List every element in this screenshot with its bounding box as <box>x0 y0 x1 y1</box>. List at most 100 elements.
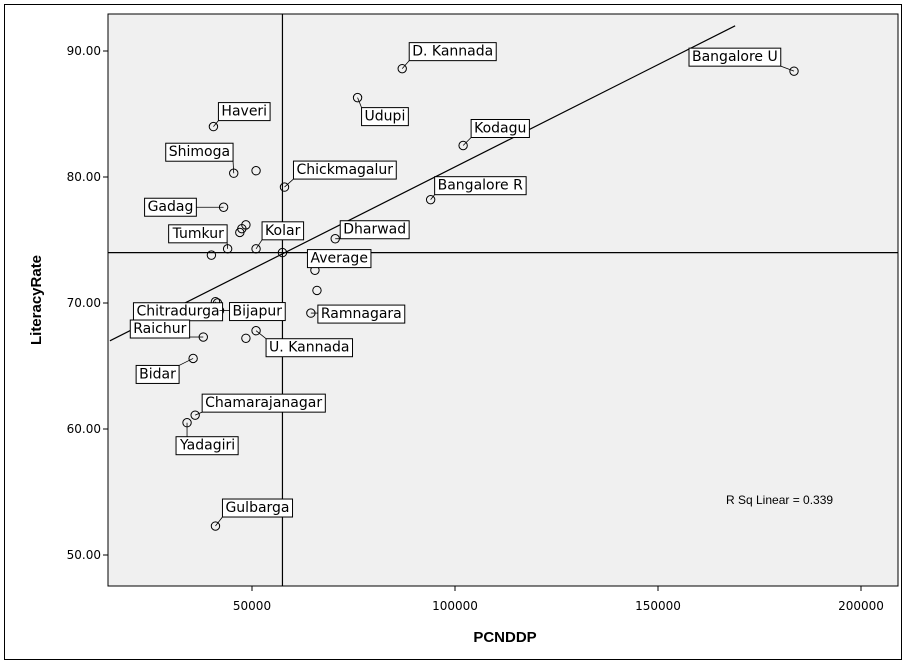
y-axis-ticks: 50.00 60.00 70.00 80.00 90.00 <box>67 44 108 562</box>
label-box <box>175 436 239 456</box>
data-point <box>206 250 217 260</box>
point-label: Raichur <box>129 319 204 339</box>
x-tick-label: 100000 <box>432 599 478 613</box>
label-leader <box>226 242 229 249</box>
label-text: Tumkur <box>172 226 224 242</box>
label-text: Bangalore R <box>438 178 523 194</box>
label-leader <box>195 411 203 416</box>
data-point <box>279 182 290 192</box>
point-label: Haveri <box>213 102 271 127</box>
x-tick-label: 150000 <box>635 599 681 613</box>
label-leader <box>213 120 219 127</box>
r-squared-annotation: R Sq Linear = 0.339 <box>726 493 833 507</box>
label-leader <box>780 65 795 72</box>
y-tick-label: 60.00 <box>67 422 101 436</box>
label-text: Yadagiri <box>179 438 235 454</box>
label-text: Gulbarga <box>225 500 289 516</box>
label-text: Average <box>310 251 368 267</box>
label-box <box>317 304 406 324</box>
label-box <box>201 393 326 413</box>
y-tick-label: 90.00 <box>67 44 101 58</box>
label-box <box>292 160 397 180</box>
point-label: Yadagiri <box>175 422 239 456</box>
data-point <box>210 521 221 531</box>
label-leader <box>255 239 263 250</box>
point-label: Average <box>282 249 372 269</box>
label-leader <box>255 330 267 340</box>
label-box <box>339 220 410 240</box>
label-box <box>361 107 409 127</box>
label-text: U. Kannada <box>269 340 349 356</box>
point-label: Chickmagalur <box>284 160 397 188</box>
data-point <box>251 244 261 254</box>
point-label: Dharwad <box>335 220 410 240</box>
label-leader <box>178 358 194 366</box>
point-label: Tumkur <box>168 224 229 249</box>
point-label: Kolar <box>255 221 305 250</box>
fit-line-group <box>109 25 736 342</box>
point-label: U. Kannada <box>255 330 354 358</box>
label-box <box>221 498 294 518</box>
point-label: Chamarajanagar <box>195 393 326 416</box>
point-label: Udupi <box>357 97 409 127</box>
label-text: Chitradurga <box>136 304 219 320</box>
label-leader <box>357 97 362 108</box>
point-label: Bangalore U <box>688 47 795 72</box>
label-text: Dharwad <box>343 222 406 238</box>
y-tick-label: 80.00 <box>67 170 101 184</box>
label-box <box>165 142 234 162</box>
data-point <box>352 92 363 103</box>
label-box <box>261 221 305 241</box>
point-label: Bijapur <box>219 302 286 322</box>
point-label: D. Kannada <box>401 42 497 69</box>
label-text: Bidar <box>139 366 176 382</box>
label-leader <box>462 137 472 146</box>
label-box <box>434 176 527 196</box>
point-labels: D. Kannada Bangalore U Udupi Haveri Kodagu Sh… <box>129 42 795 527</box>
data-point <box>312 285 322 296</box>
data-point <box>789 66 799 76</box>
label-box <box>135 364 180 384</box>
label-leader <box>401 60 410 69</box>
data-point <box>251 166 261 176</box>
data-point <box>425 194 436 205</box>
label-leader <box>215 516 223 527</box>
data-point <box>241 333 251 343</box>
fit-line <box>109 25 736 342</box>
label-box <box>470 119 530 138</box>
label-leader <box>430 194 435 200</box>
label-leader <box>284 178 294 188</box>
data-point <box>208 121 219 132</box>
label-text: Bijapur <box>233 304 283 320</box>
label-text: Raichur <box>133 321 186 337</box>
x-tick-label: 50000 <box>233 599 271 613</box>
y-tick-label: 70.00 <box>67 296 101 310</box>
label-text: Haveri <box>221 104 267 120</box>
point-label: Kodagu <box>462 119 530 146</box>
label-box <box>217 102 271 122</box>
label-text: Gadag <box>148 199 194 215</box>
point-label: Bangalore R <box>430 176 527 200</box>
label-box <box>129 319 191 339</box>
label-box <box>408 42 497 62</box>
point-label: Bidar <box>135 358 194 384</box>
label-text: Bangalore U <box>692 49 778 65</box>
x-tick-label: 200000 <box>838 599 884 613</box>
x-axis-ticks: 50000 100000 150000 200000 <box>233 586 884 613</box>
point-label: Ramnagara <box>310 304 406 324</box>
label-text: Kolar <box>265 223 301 239</box>
label-box <box>229 302 286 322</box>
data-point <box>458 140 468 151</box>
label-text: Ramnagara <box>321 306 402 322</box>
label-text: Udupi <box>365 109 406 125</box>
label-text: Shimoga <box>169 144 230 160</box>
label-text: Chickmagalur <box>296 162 393 178</box>
point-label: Gadag <box>144 197 224 217</box>
point-label: Shimoga <box>165 142 235 174</box>
label-text: D. Kannada <box>412 44 493 60</box>
y-tick-label: 50.00 <box>67 548 101 562</box>
data-point <box>188 353 198 364</box>
data-point <box>397 63 407 74</box>
reference-lines <box>108 14 898 586</box>
